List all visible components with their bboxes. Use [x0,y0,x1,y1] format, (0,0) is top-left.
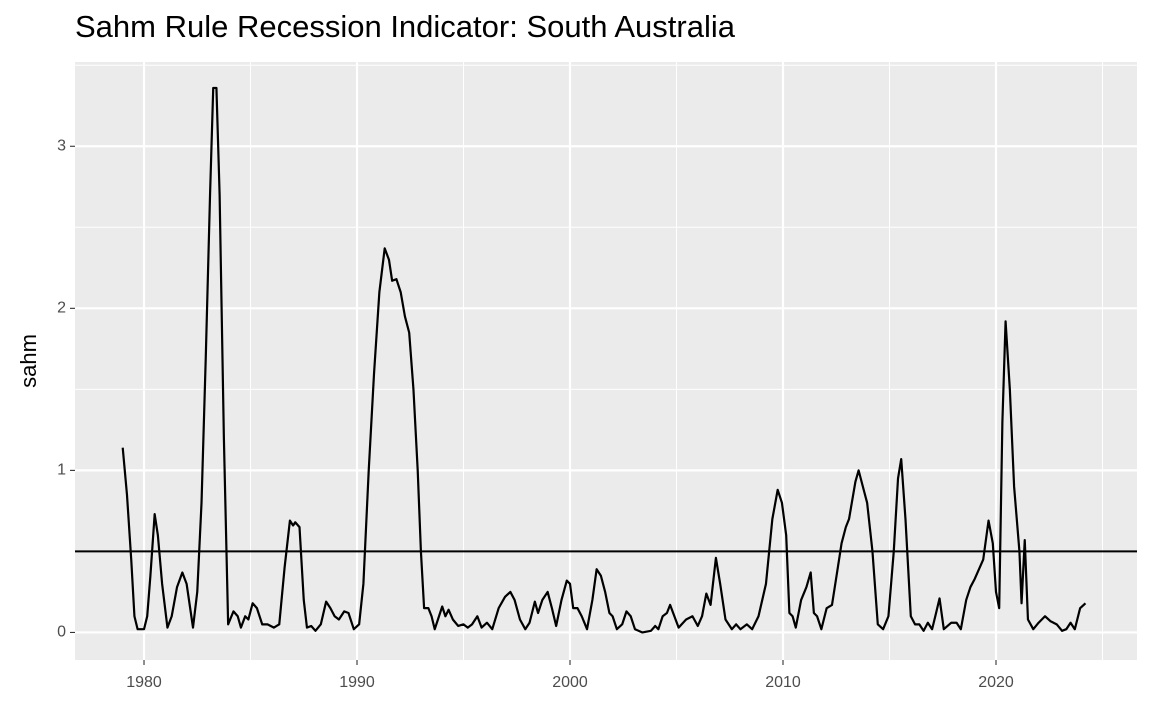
y-tick-label: 1 [57,462,66,479]
x-tick-label: 1990 [339,674,375,691]
y-axis-label: sahm [16,334,41,388]
chart-title: Sahm Rule Recession Indicator: South Aus… [75,9,736,44]
data-line [121,86,1087,634]
plot-panel [75,62,1137,660]
y-tick-label: 2 [57,300,66,317]
x-tick-label: 1980 [126,674,162,691]
x-tick-label: 2010 [765,674,801,691]
y-tick-label: 3 [57,137,66,154]
x-tick-label: 2020 [978,674,1014,691]
y-tick-label: 0 [57,624,66,641]
x-tick-label: 2000 [552,674,588,691]
